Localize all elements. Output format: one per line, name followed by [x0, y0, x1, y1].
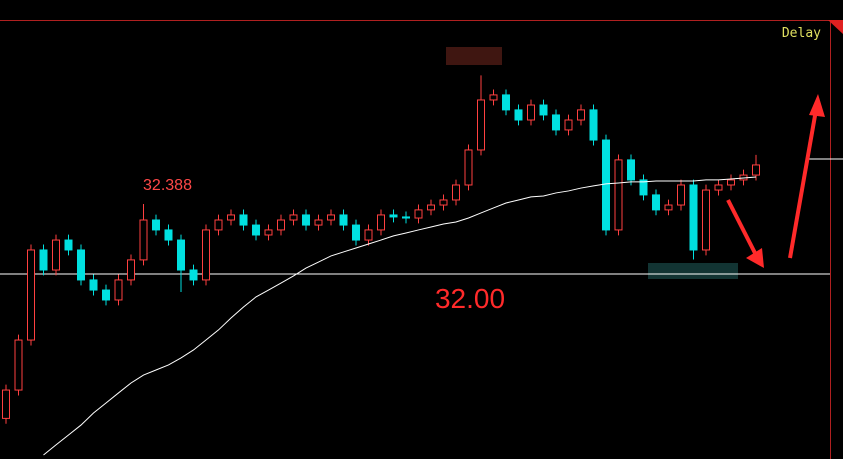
candle-body: [277, 219, 285, 231]
candle-body: [614, 159, 623, 231]
candle-body: [639, 179, 648, 196]
candle-body: [427, 204, 435, 211]
candle-body: [64, 239, 73, 251]
candle-body: [52, 239, 60, 271]
candle-body: [752, 164, 760, 176]
candle-body: [502, 94, 510, 111]
arrow: [726, 94, 825, 268]
candle-body: [314, 219, 323, 226]
candle-body: [577, 109, 585, 121]
candle-body: [602, 139, 610, 231]
reference-label: 32.00: [435, 283, 505, 314]
candle-body: [714, 184, 723, 191]
blurred-label: [446, 47, 502, 65]
candle-body: [102, 289, 110, 301]
candle-body: [727, 179, 735, 186]
candle-body: [627, 159, 635, 181]
candle-body: [227, 214, 235, 221]
candle-body: [414, 209, 423, 219]
candle-body: [27, 249, 35, 341]
high-annotation: 32.388: [143, 177, 192, 194]
plot-area: 32.00 32.388: [0, 75, 830, 456]
candle-body: [252, 224, 260, 236]
candle-body: [264, 229, 273, 236]
candle-body: [664, 204, 673, 211]
candle-body: [139, 219, 148, 261]
candle-body: [289, 214, 298, 221]
candle-body: [339, 214, 348, 226]
candle-body: [377, 214, 385, 231]
candle-body: [589, 109, 598, 141]
candle-body: [364, 229, 373, 241]
blurred-label: [648, 263, 738, 279]
candle-body: [189, 269, 198, 281]
candle-body: [539, 104, 548, 116]
candle-body: [152, 219, 160, 231]
candle-body: [114, 279, 123, 301]
candle-body: [202, 229, 210, 281]
candle-body: [327, 214, 335, 221]
candle-body: [127, 259, 135, 281]
candle-body: [552, 114, 560, 131]
corner-marker: [828, 20, 843, 34]
candle-body: [14, 339, 23, 391]
candle-body: [514, 109, 523, 121]
candle-body: [652, 194, 660, 211]
candle-body: [464, 149, 473, 186]
candle-body: [402, 216, 410, 219]
candle-body: [239, 214, 248, 226]
moving-average: [43, 176, 757, 456]
candle-body: [302, 214, 310, 226]
candle-body: [439, 199, 448, 206]
candle-body: [564, 119, 573, 131]
candle-body: [702, 189, 710, 251]
candle-body: [77, 249, 85, 281]
candle-body: [89, 279, 98, 291]
candle-body: [527, 104, 535, 121]
candle-body: [677, 184, 685, 206]
candle-body: [177, 239, 185, 271]
candle-body: [352, 224, 360, 241]
candle-body: [477, 99, 485, 151]
candle-body: [689, 184, 698, 251]
candle-body: [214, 219, 223, 231]
candle-body: [164, 229, 173, 241]
candle-body: [2, 389, 10, 419]
status-label: Delay: [782, 26, 821, 41]
candle-body: [39, 249, 48, 271]
candle-body: [489, 94, 498, 101]
candle-body: [389, 214, 398, 218]
candle-body: [452, 184, 460, 201]
